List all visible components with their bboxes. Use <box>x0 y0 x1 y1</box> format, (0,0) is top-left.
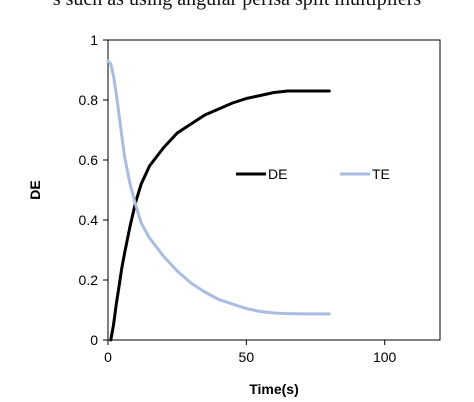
x-axis-ticks: 0 50 100 <box>104 340 397 365</box>
legend-label-te: TE <box>372 166 390 182</box>
legend-label-de: DE <box>268 166 287 182</box>
y-tick-label: 0.4 <box>79 212 99 228</box>
y-tick-label: 0.2 <box>79 272 99 288</box>
series-line-te <box>106 59 331 316</box>
cropped-header-text: s such as using angular perisa split mul… <box>0 0 474 11</box>
y-tick-label: 0.6 <box>79 152 99 168</box>
series-lines <box>106 59 331 342</box>
plot-frame <box>107 39 441 341</box>
y-axis-ticks: 0 0.2 0.4 0.6 0.8 1 <box>79 32 108 348</box>
x-axis-title: Time(s) <box>249 381 299 397</box>
y-tick-label: 0.8 <box>79 92 99 108</box>
y-tick-label: 1 <box>90 32 98 48</box>
legend: DE TE <box>236 166 390 182</box>
y-tick-label: 0 <box>90 332 98 348</box>
y-axis-title: DE <box>27 180 43 199</box>
x-tick-label: 0 <box>104 349 112 365</box>
x-tick-label: 50 <box>239 349 255 365</box>
x-tick-label: 100 <box>373 349 397 365</box>
series-line-de <box>109 89 331 342</box>
